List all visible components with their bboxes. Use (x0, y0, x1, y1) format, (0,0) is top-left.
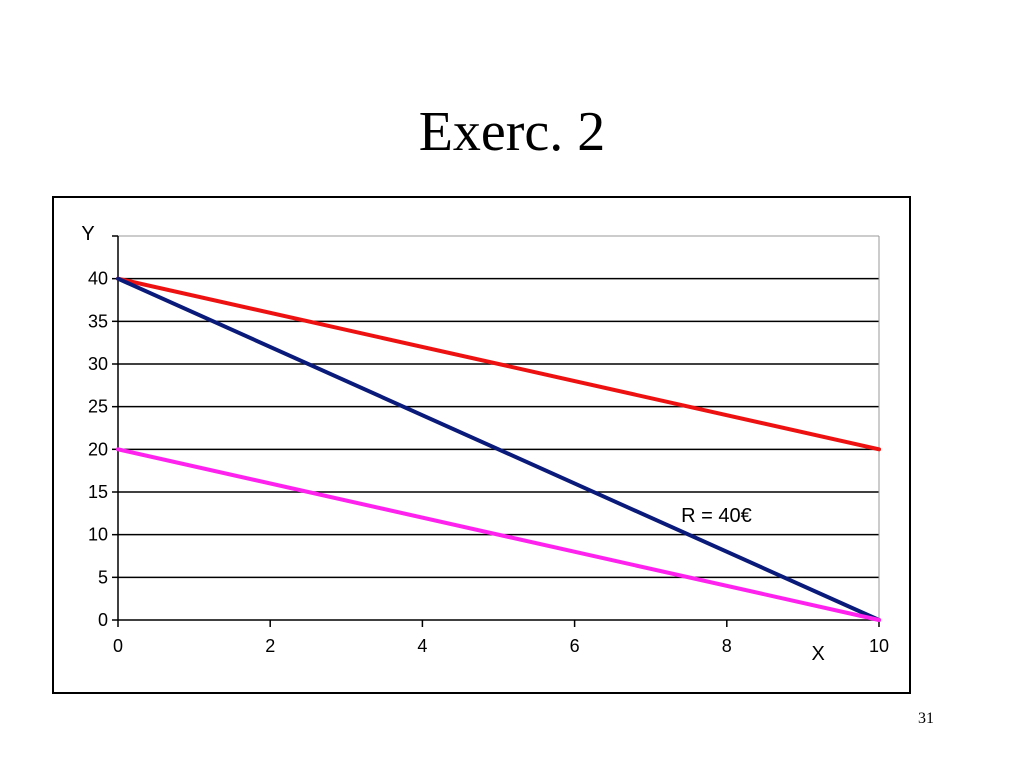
series-line-2 (116, 276, 881, 622)
x-tick-label: 0 (113, 636, 123, 656)
x-tick-label: 8 (722, 636, 732, 656)
y-axis-title: Y (81, 223, 94, 245)
chart-frame: 0 5 10 15 20 25 30 35 40 0 2 4 6 8 10 Y X R = 40€ (52, 196, 911, 694)
x-axis-title: X (811, 643, 824, 665)
y-tick-label: 15 (88, 482, 108, 502)
annotation-label: R = 40€ (681, 505, 752, 527)
y-tick-label: 0 (98, 610, 108, 630)
slide-title: Exerc. 2 (418, 101, 606, 163)
page-number: 31 (918, 710, 934, 727)
line-chart: 0 5 10 15 20 25 30 35 40 0 2 4 6 8 10 Y X R = 40€ (81, 223, 889, 665)
x-tick-label: 2 (265, 636, 275, 656)
y-tick-label: 5 (98, 567, 108, 587)
x-tick-label: 10 (869, 636, 889, 656)
y-tick-label: 35 (88, 311, 108, 331)
y-tick-label: 30 (88, 354, 108, 374)
y-tick-label: 25 (88, 397, 108, 417)
series-line-1 (116, 276, 881, 452)
x-tick-label: 6 (570, 636, 580, 656)
y-tick-label: 20 (88, 439, 108, 459)
y-tick-label: 40 (88, 269, 108, 289)
series-line-3 (116, 447, 881, 622)
x-tick-label: 4 (417, 636, 427, 656)
y-tick-label: 10 (88, 525, 108, 545)
